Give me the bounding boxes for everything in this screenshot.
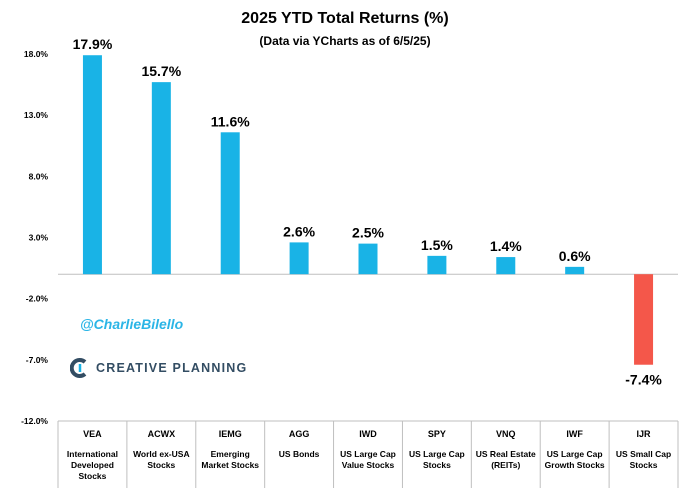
bar-value-label: 17.9% — [73, 36, 113, 52]
bar-value-label: 1.4% — [490, 238, 522, 254]
category-ticker: SPY — [428, 429, 446, 439]
y-tick-label: 8.0% — [29, 171, 49, 181]
category-ticker: IWD — [359, 429, 377, 439]
category-ticker: VEA — [83, 429, 102, 439]
category-description: US Large Cap — [340, 449, 396, 459]
category-description: Market Stocks — [201, 460, 259, 470]
category-description: Stocks — [147, 460, 175, 470]
chart-subtitle: (Data via YCharts as of 6/5/25) — [259, 34, 431, 48]
bar-value-label: 11.6% — [211, 113, 250, 129]
bars: 17.9% 15.7% 11.6% 2.6% 2.5% 1.5% 1.4% 0.6% -7.4% — [58, 36, 678, 388]
category-ticker: VNQ — [496, 429, 516, 439]
category-description: Stocks — [630, 460, 658, 470]
category-description: Growth Stocks — [545, 460, 605, 470]
category-ticker: IEMG — [219, 429, 242, 439]
category-ticker: AGG — [289, 429, 310, 439]
bar — [496, 257, 516, 275]
bar — [289, 242, 309, 275]
bar-value-label: 1.5% — [421, 237, 453, 253]
bar — [220, 132, 240, 275]
bar-value-label: 15.7% — [141, 63, 181, 79]
chart-title: 2025 YTD Total Returns (%) — [241, 10, 449, 27]
bar — [358, 243, 378, 275]
category-description: (REITs) — [491, 460, 520, 470]
category-table: VEAInternationalDevelopedStocksACWXWorld… — [57, 420, 679, 488]
category-description: US Real Estate — [476, 449, 536, 459]
category-description: US Large Cap — [409, 449, 465, 459]
category-description: US Small Cap — [616, 449, 671, 459]
category-description: Stocks — [423, 460, 451, 470]
y-tick-label: 13.0% — [24, 110, 49, 120]
bar-value-label: 2.5% — [352, 225, 384, 241]
bar — [427, 255, 447, 275]
category-description: Stocks — [79, 471, 107, 481]
bar — [82, 55, 102, 275]
category-ticker: IWF — [566, 429, 583, 439]
y-axis: 18.0% 13.0% 8.0% 3.0% -2.0% -7.0% -12.0% — [21, 49, 48, 426]
y-tick-label: -12.0% — [21, 416, 48, 426]
bar — [565, 266, 585, 275]
bar-value-label: 0.6% — [559, 248, 591, 264]
category-ticker: IJR — [637, 429, 652, 439]
brand-logo: CREATIVE PLANNING — [70, 358, 247, 378]
category-description: US Large Cap — [547, 449, 603, 459]
y-tick-label: 18.0% — [24, 49, 49, 59]
category-description: Developed — [71, 460, 114, 470]
category-description: Emerging — [211, 449, 250, 459]
bar-value-label: -7.4% — [625, 372, 662, 388]
bar — [634, 274, 654, 365]
category-ticker: ACWX — [148, 429, 176, 439]
brand-name: CREATIVE PLANNING — [96, 361, 248, 375]
creative-planning-logo-icon — [70, 358, 87, 378]
category-description: Value Stocks — [342, 460, 395, 470]
bar — [151, 82, 171, 275]
y-tick-label: -2.0% — [26, 294, 49, 304]
y-tick-label: -7.0% — [26, 355, 49, 365]
y-tick-label: 3.0% — [29, 233, 49, 243]
category-description: International — [67, 449, 118, 459]
bar-value-label: 2.6% — [283, 223, 315, 239]
author-handle: @CharlieBilello — [80, 316, 184, 332]
category-description: World ex-USA — [133, 449, 190, 459]
category-description: US Bonds — [279, 449, 320, 459]
